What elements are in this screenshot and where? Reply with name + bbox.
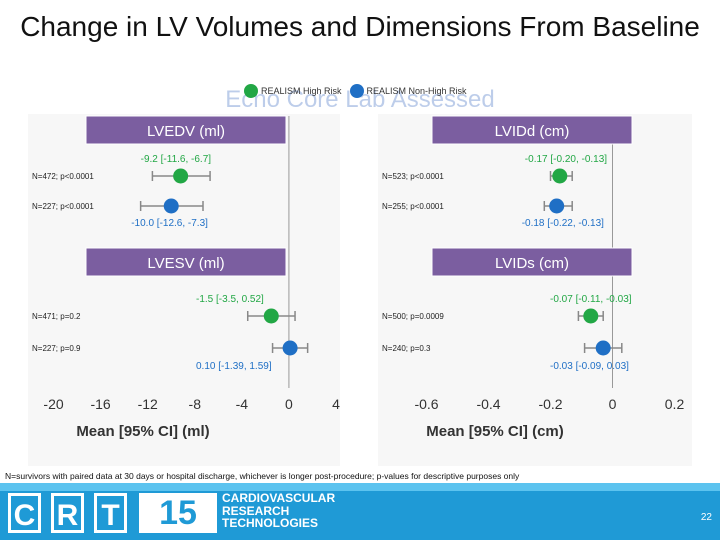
mean-point-marker bbox=[263, 308, 279, 324]
legend-marker-non-high-risk bbox=[349, 84, 364, 98]
row-n-p-label: N=227; p=0.9 bbox=[32, 344, 81, 353]
page-title: Change in LV Volumes and Dimensions From… bbox=[20, 11, 700, 42]
legend-label-non-high-risk: REALISM Non-High Risk bbox=[366, 86, 467, 96]
chart-legend: REALISM High Risk REALISM Non-High Risk bbox=[244, 84, 467, 98]
mean-point-marker bbox=[163, 198, 179, 214]
x-tick-label: -0.6 bbox=[414, 396, 438, 412]
measure-header-box bbox=[85, 247, 287, 277]
plot-panel-background-1 bbox=[378, 114, 692, 466]
mean-point-marker bbox=[552, 168, 568, 184]
measure-header-box bbox=[431, 115, 633, 145]
logo-letter-r: R bbox=[51, 493, 84, 533]
x-tick-label: -0.4 bbox=[476, 396, 500, 412]
measure-header-label: LVEDV (ml) bbox=[147, 123, 225, 140]
legend-marker-high-risk bbox=[244, 84, 258, 98]
x-tick-label: 4 bbox=[332, 396, 340, 412]
logo-letter-t: T bbox=[94, 493, 127, 533]
logo-number: 15 bbox=[139, 493, 217, 533]
ci-value-label: -1.5 [-3.5, 0.52] bbox=[196, 294, 264, 305]
forest-plot-canvas: -20 -16 -12 -8 -4 0 4 Mean [95% CI] (ml) LVEDV (… bbox=[28, 114, 692, 466]
x-tick-label: 0 bbox=[609, 396, 617, 412]
logo-letter-c: C bbox=[8, 493, 41, 533]
plot-panel-background-0 bbox=[28, 114, 340, 466]
ci-value-label: -10.0 [-12.6, -7.3] bbox=[131, 218, 208, 229]
measure-header-box bbox=[431, 247, 633, 277]
mean-point-marker bbox=[549, 198, 565, 214]
x-tick-label: -4 bbox=[236, 396, 249, 412]
mean-point-marker bbox=[595, 340, 611, 356]
ci-value-label: -9.2 [-11.6, -6.7] bbox=[141, 154, 212, 165]
x-tick-label: -12 bbox=[138, 396, 158, 412]
row-n-p-label: N=500; p=0.0009 bbox=[382, 312, 444, 321]
x-tick-label: 0.2 bbox=[665, 396, 685, 412]
mean-point-marker bbox=[583, 308, 599, 324]
row-n-p-label: N=255; p<0.0001 bbox=[382, 202, 444, 211]
legend-item-high-risk: REALISM High Risk bbox=[244, 84, 342, 98]
x-tick-label: -20 bbox=[43, 396, 63, 412]
legend-item-non-high-risk: REALISM Non-High Risk bbox=[349, 84, 467, 98]
legend-label-high-risk: REALISM High Risk bbox=[261, 86, 342, 96]
row-n-p-label: N=471; p=0.2 bbox=[32, 312, 81, 321]
crt-org-name: CARDIOVASCULAR RESEARCH TECHNOLOGIES bbox=[222, 492, 335, 530]
row-n-p-label: N=472; p<0.0001 bbox=[32, 172, 94, 181]
measure-header-box bbox=[85, 115, 287, 145]
measure-header-label: LVIDs (cm) bbox=[495, 255, 569, 272]
crt-line-2: RESEARCH bbox=[222, 503, 290, 518]
row-n-p-label: N=227; p<0.0001 bbox=[32, 202, 94, 211]
x-tick-label: -16 bbox=[90, 396, 110, 412]
banner-stripe bbox=[0, 483, 720, 491]
ci-value-label: -0.07 [-0.11, -0.03] bbox=[550, 294, 632, 305]
x-tick-label: -8 bbox=[189, 396, 202, 412]
ci-value-label: -0.03 [-0.09, 0.03] bbox=[550, 361, 629, 372]
footnote: N=survivors with paired data at 30 days … bbox=[5, 471, 520, 481]
crt-line-3: TECHNOLOGIES bbox=[222, 516, 319, 530]
mean-point-marker bbox=[282, 340, 298, 356]
row-n-p-label: N=240; p=0.3 bbox=[382, 344, 431, 353]
mean-point-marker bbox=[173, 168, 189, 184]
x-tick-label: 0 bbox=[285, 396, 293, 412]
x-axis-title: Mean [95% CI] (ml) bbox=[76, 423, 209, 440]
page-number: 22 bbox=[700, 512, 712, 523]
row-n-p-label: N=523; p<0.0001 bbox=[382, 172, 444, 181]
ci-value-label: -0.17 [-0.20, -0.13] bbox=[525, 154, 607, 165]
x-tick-label: -0.2 bbox=[538, 396, 562, 412]
x-axis-title: Mean [95% CI] (cm) bbox=[426, 423, 564, 440]
measure-header-label: LVESV (ml) bbox=[147, 255, 224, 272]
ci-value-label: 0.10 [-1.39, 1.59] bbox=[196, 361, 272, 372]
ci-value-label: -0.18 [-0.22, -0.13] bbox=[522, 218, 604, 229]
crt-line-1: CARDIOVASCULAR bbox=[222, 491, 336, 505]
measure-header-label: LVIDd (cm) bbox=[495, 123, 570, 140]
